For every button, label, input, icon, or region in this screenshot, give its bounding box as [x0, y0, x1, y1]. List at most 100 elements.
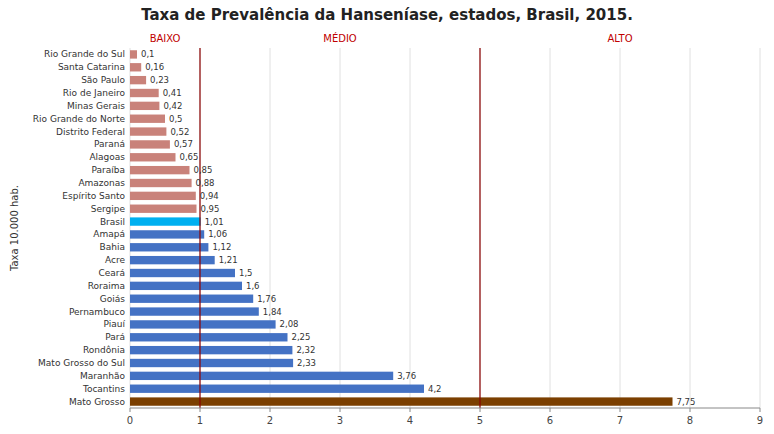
data-label: 0,57	[174, 139, 193, 149]
tick-mark	[270, 408, 271, 412]
data-label: 0,95	[201, 204, 220, 214]
category-label: Rio Grande do Sul	[44, 49, 125, 59]
y-axis-label: Taxa 10.000 hab.	[9, 185, 20, 272]
data-label: 0,23	[150, 75, 169, 85]
bar	[130, 256, 215, 264]
category-label: Espírito Santo	[62, 191, 125, 201]
grid-line	[340, 48, 341, 408]
bar	[130, 102, 159, 110]
bar	[130, 346, 292, 354]
data-label: 1,6	[246, 281, 260, 291]
grid-line	[480, 48, 481, 408]
tick-label: 5	[477, 415, 483, 426]
bar	[130, 372, 393, 380]
category-label: Alagoas	[89, 152, 125, 162]
data-label: 4,2	[428, 384, 442, 394]
bar	[130, 282, 242, 290]
data-label: 2,33	[297, 358, 316, 368]
data-label: 1,01	[205, 217, 224, 227]
bar	[130, 89, 159, 97]
grid-line	[410, 48, 411, 408]
category-label: São Paulo	[81, 75, 125, 85]
tick-mark	[340, 408, 341, 412]
category-label: Mato Grosso	[69, 397, 126, 407]
x-axis-line	[130, 408, 760, 409]
title: Taxa de Prevalência da Hanseníase, estad…	[141, 6, 633, 24]
category-label: Rondônia	[83, 345, 125, 355]
tick-mark	[130, 408, 131, 412]
grid-line	[200, 48, 201, 408]
tick-label: 8	[687, 415, 693, 426]
data-label: 2,25	[292, 332, 311, 342]
bar	[130, 333, 288, 341]
category-label: Minas Gerais	[67, 101, 125, 111]
bar	[130, 397, 673, 405]
reference-lines	[200, 48, 480, 408]
category-label: Paraná	[94, 139, 125, 149]
category-label: Pernambuco	[69, 307, 126, 317]
bar	[130, 153, 176, 161]
grid-line	[550, 48, 551, 408]
bar	[130, 230, 204, 238]
bar	[130, 269, 235, 277]
bar	[130, 243, 208, 251]
bars	[130, 50, 673, 406]
bar	[130, 307, 259, 315]
data-label: 7,75	[677, 397, 696, 407]
category-label: Acre	[105, 255, 125, 265]
bar	[130, 359, 293, 367]
bar	[130, 179, 192, 187]
tick-mark	[200, 408, 201, 412]
bar	[130, 140, 170, 148]
data-label: 0,94	[200, 191, 219, 201]
category-label: Tocantins	[82, 384, 125, 394]
data-label: 0,16	[145, 62, 164, 72]
data-label: 0,52	[170, 127, 189, 137]
zone-line	[479, 48, 480, 408]
bar	[130, 385, 424, 393]
category-label: Goiás	[100, 294, 125, 304]
tick-mark	[550, 408, 551, 412]
tick-label: 0	[127, 415, 133, 426]
data-label: 1,12	[212, 242, 231, 252]
bar	[130, 320, 276, 328]
category-label: Amapá	[93, 229, 125, 239]
category-label: Bahia	[100, 242, 125, 252]
bar	[130, 192, 196, 200]
category-label: Santa Catarina	[58, 62, 125, 72]
category-label: Ceará	[98, 268, 125, 278]
bar	[130, 127, 166, 135]
category-label: Amazonas	[78, 178, 125, 188]
grid-line	[690, 48, 691, 408]
tick-mark	[410, 408, 411, 412]
zone-label: ALTO	[607, 33, 632, 44]
data-label: 1,5	[239, 268, 253, 278]
bar	[130, 115, 165, 123]
data-label: 1,76	[257, 294, 276, 304]
data-label: 2,08	[280, 319, 299, 329]
category-label: Paraíba	[92, 165, 125, 175]
tick-mark	[620, 408, 621, 412]
bar	[130, 205, 197, 213]
bar	[130, 76, 146, 84]
tick-label: 9	[757, 415, 763, 426]
category-label: Rio de Janeiro	[63, 88, 126, 98]
category-label: Roraima	[88, 281, 125, 291]
data-label: 1,06	[208, 229, 227, 239]
data-label: 1,21	[219, 255, 238, 265]
bar	[130, 217, 201, 225]
bar	[130, 63, 141, 71]
tick-label: 2	[267, 415, 273, 426]
data-label: 0,41	[163, 88, 182, 98]
category-label: Distrito Federal	[56, 127, 125, 137]
category-label: Maranhão	[80, 371, 125, 381]
bar	[130, 50, 137, 58]
category-label: Piauí	[104, 319, 126, 329]
grid-line	[760, 48, 761, 408]
data-label: 0,5	[169, 114, 183, 124]
grid	[130, 48, 760, 408]
tick-mark	[480, 408, 481, 412]
data-label: 2,32	[296, 345, 315, 355]
tick-label: 7	[617, 415, 623, 426]
tick-label: 1	[197, 415, 203, 426]
